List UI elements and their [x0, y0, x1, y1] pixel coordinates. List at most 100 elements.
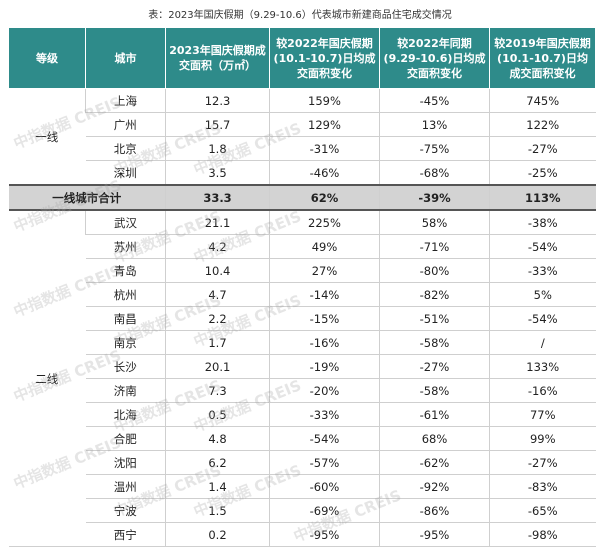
table-row: 温州 1.4 -60% -92% -83%	[9, 474, 596, 499]
cell-city: 长沙	[85, 354, 166, 379]
cell-area: 3.5	[165, 160, 270, 186]
cell-v2019: -27%	[489, 136, 596, 161]
cell-v2019: -27%	[489, 450, 596, 475]
cell-v2022h: 225%	[269, 210, 380, 235]
cell-city: 南昌	[85, 306, 166, 331]
cell-area: 6.2	[165, 450, 270, 475]
total-label: 一线城市合计	[8, 184, 166, 211]
header-city: 城市	[85, 27, 166, 89]
table-row: 长沙 20.1 -19% -27% 133%	[9, 354, 596, 379]
cell-area: 20.1	[165, 354, 270, 379]
cell-city: 沈阳	[85, 450, 166, 475]
cell-v2022p: -75%	[379, 136, 490, 161]
cell-city: 上海	[85, 88, 166, 113]
table-row: 宁波 1.5 -69% -86% -65%	[9, 498, 596, 523]
cell-v2022h: -14%	[269, 282, 380, 307]
cell-v2019: 99%	[489, 426, 596, 451]
cell-v2022h: -60%	[269, 474, 380, 499]
cell-area: 0.2	[165, 522, 270, 547]
cell-v2022h: -57%	[269, 450, 380, 475]
cell-city: 西宁	[85, 522, 166, 547]
cell-v2019: -33%	[489, 258, 596, 283]
table-row: 二线 武汉 21.1 225% 58% -38%	[8, 210, 596, 547]
cell-v2019: 133%	[489, 354, 596, 379]
tier-label: 一线	[8, 88, 86, 186]
cell-v2022h: 49%	[269, 234, 380, 259]
table-row: 青岛 10.4 27% -80% -33%	[9, 258, 596, 283]
cell-v2022p: -61%	[379, 402, 490, 427]
cell-v2022p: 68%	[379, 426, 490, 451]
cell-city: 南京	[85, 330, 166, 355]
table-row: 合肥 4.8 -54% 68% 99%	[9, 426, 596, 451]
cell-v2022h: 129%	[269, 112, 380, 137]
table-row: 杭州 4.7 -14% -82% 5%	[9, 282, 596, 307]
header-row: 等级 城市 2023年国庆假期成交面积（万㎡） 较2022年国庆假期(10.1-…	[8, 27, 596, 89]
table-row: 北京 1.8 -31% -75% -27%	[9, 136, 596, 161]
cell-city: 深圳	[85, 160, 166, 186]
table-row: 苏州 4.2 49% -71% -54%	[9, 234, 596, 259]
table-row: 广州 15.7 129% 13% 122%	[9, 112, 596, 137]
cell-area: 4.2	[165, 234, 270, 259]
cell-v2022h: -16%	[269, 330, 380, 355]
tier-label: 二线	[8, 210, 86, 547]
cell-area: 2.2	[165, 306, 270, 331]
cell-area: 0.5	[165, 402, 270, 427]
cell-v2022p: -45%	[379, 88, 490, 113]
cell-v2022p: -58%	[379, 378, 490, 403]
cell-v2022h: -33%	[269, 402, 380, 427]
header-vs-2022-period: 较2022年同期(9.29-10.6)日均成交面积变化	[379, 27, 490, 89]
cell-v2022h: -19%	[269, 354, 380, 379]
cell-city: 温州	[85, 474, 166, 499]
cell-city: 杭州	[85, 282, 166, 307]
cell-v2022p: -71%	[379, 234, 490, 259]
total-v2022h: 62%	[269, 184, 380, 211]
cell-v2019: -54%	[489, 306, 596, 331]
cell-v2019: -83%	[489, 474, 596, 499]
header-tier: 等级	[8, 27, 86, 89]
cell-city: 合肥	[85, 426, 166, 451]
table-row: 济南 7.3 -20% -58% -16%	[9, 378, 596, 403]
table-row: 北海 0.5 -33% -61% 77%	[9, 402, 596, 427]
cell-v2022p: -95%	[379, 522, 490, 547]
table-row: 南京 1.7 -16% -58% /	[9, 330, 596, 355]
cell-area: 1.4	[165, 474, 270, 499]
cell-v2019: -98%	[489, 522, 596, 547]
cell-v2019: 122%	[489, 112, 596, 137]
cell-v2022p: -86%	[379, 498, 490, 523]
housing-transactions-table: 等级 城市 2023年国庆假期成交面积（万㎡） 较2022年国庆假期(10.1-…	[8, 27, 596, 547]
cell-v2022h: -69%	[269, 498, 380, 523]
cell-v2019: -65%	[489, 498, 596, 523]
cell-v2022h: 27%	[269, 258, 380, 283]
tier1-total-row: 一线城市合计 33.3 62% -39% 113%	[8, 184, 596, 211]
total-v2022p: -39%	[379, 184, 490, 211]
cell-city: 北京	[85, 136, 166, 161]
cell-area: 1.7	[165, 330, 270, 355]
cell-area: 1.5	[165, 498, 270, 523]
header-vs-2019-holiday: 较2019年国庆假期(10.1-10.7)日均成交面积变化	[489, 27, 596, 89]
cell-city: 苏州	[85, 234, 166, 259]
cell-v2022h: -54%	[269, 426, 380, 451]
table-row: 西宁 0.2 -95% -95% -98%	[9, 522, 596, 547]
cell-v2019: -38%	[489, 210, 596, 235]
cell-v2022p: -51%	[379, 306, 490, 331]
cell-v2022h: -31%	[269, 136, 380, 161]
cell-city: 济南	[85, 378, 166, 403]
table-row: 深圳 3.5 -46% -68% -25%	[9, 160, 596, 186]
cell-city: 武汉	[85, 210, 166, 235]
cell-v2019: -54%	[489, 234, 596, 259]
cell-v2022p: -62%	[379, 450, 490, 475]
cell-area: 15.7	[165, 112, 270, 137]
cell-v2019: 745%	[489, 88, 596, 113]
cell-v2022h: -46%	[269, 160, 380, 186]
cell-v2019: 5%	[489, 282, 596, 307]
cell-v2019: -16%	[489, 378, 596, 403]
cell-v2022h: -95%	[269, 522, 380, 547]
cell-v2022p: -27%	[379, 354, 490, 379]
cell-area: 4.7	[165, 282, 270, 307]
cell-v2022p: -92%	[379, 474, 490, 499]
table-row: 沈阳 6.2 -57% -62% -27%	[9, 450, 596, 475]
cell-city: 北海	[85, 402, 166, 427]
header-area: 2023年国庆假期成交面积（万㎡）	[165, 27, 270, 89]
cell-v2019: /	[489, 330, 596, 355]
cell-area: 21.1	[165, 210, 270, 235]
